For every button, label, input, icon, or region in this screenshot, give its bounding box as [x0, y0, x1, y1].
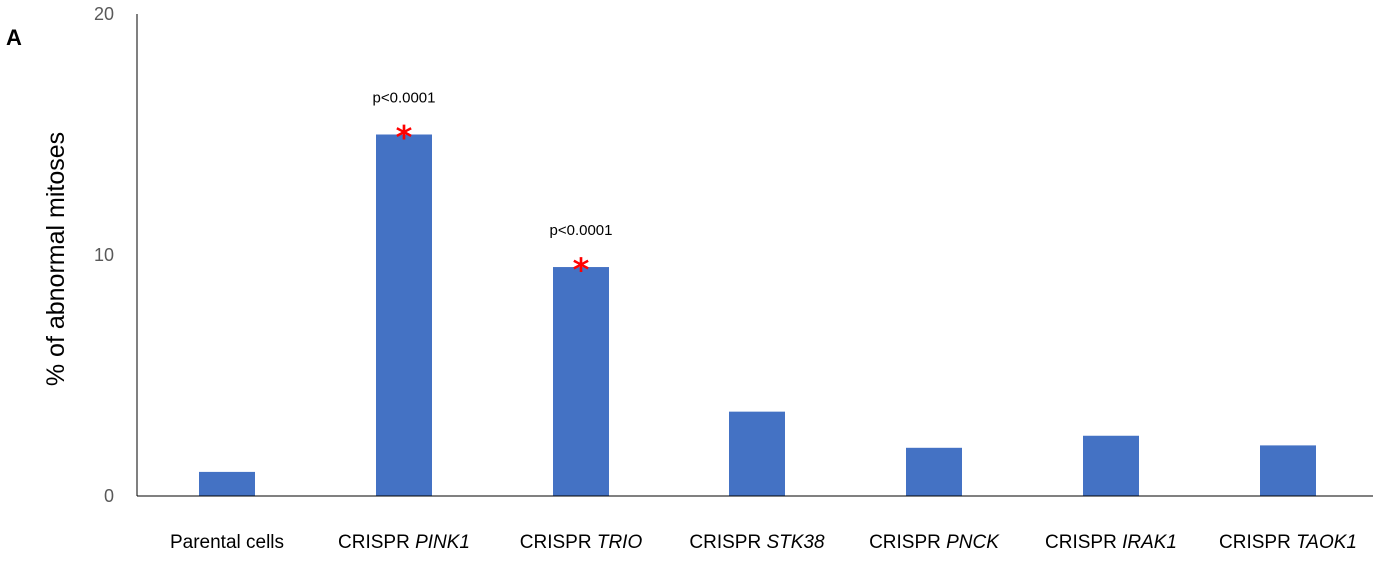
bar	[1083, 435, 1139, 496]
significance-star: *	[396, 119, 413, 157]
x-tick-label: CRISPR STK38	[689, 532, 825, 553]
y-axis-label: % of abnormal mitoses	[42, 132, 70, 386]
x-tick-label: Parental cells	[170, 532, 284, 553]
x-tick-label: CRISPR TRIO	[520, 532, 643, 553]
panel-label: A	[6, 25, 22, 50]
x-tick-prefix: CRISPR	[689, 532, 761, 553]
bar	[729, 411, 785, 496]
p-value-label: p<0.0001	[373, 90, 436, 107]
p-value-label: p<0.0001	[550, 222, 613, 239]
bar	[553, 267, 609, 496]
bar	[376, 134, 432, 496]
x-tick-gene: IRAK1	[1117, 532, 1177, 553]
x-tick-prefix: Parental cells	[170, 532, 284, 553]
x-tick-prefix: CRISPR	[1045, 532, 1117, 553]
x-tick-gene: TAOK1	[1291, 532, 1357, 553]
x-tick-prefix: CRISPR	[869, 532, 941, 553]
x-tick-gene: TRIO	[592, 532, 643, 553]
y-tick-label: 20	[94, 4, 114, 24]
y-tick-label: 0	[104, 486, 114, 506]
bar	[1260, 445, 1316, 496]
x-tick-gene: PNCK	[941, 532, 1000, 553]
x-tick-gene: STK38	[761, 532, 825, 553]
bar	[906, 447, 962, 496]
x-tick-label: CRISPR PNCK	[869, 532, 1000, 553]
bar	[199, 471, 255, 496]
x-tick-prefix: CRISPR	[1219, 532, 1291, 553]
x-tick-label: CRISPR IRAK1	[1045, 532, 1177, 553]
x-tick-label: CRISPR TAOK1	[1219, 532, 1357, 553]
significance-star: *	[573, 251, 590, 289]
y-tick-label: 10	[94, 245, 114, 265]
x-tick-label: CRISPR PINK1	[338, 532, 470, 553]
x-tick-prefix: CRISPR	[520, 532, 592, 553]
x-tick-prefix: CRISPR	[338, 532, 410, 553]
x-tick-gene: PINK1	[410, 532, 470, 553]
